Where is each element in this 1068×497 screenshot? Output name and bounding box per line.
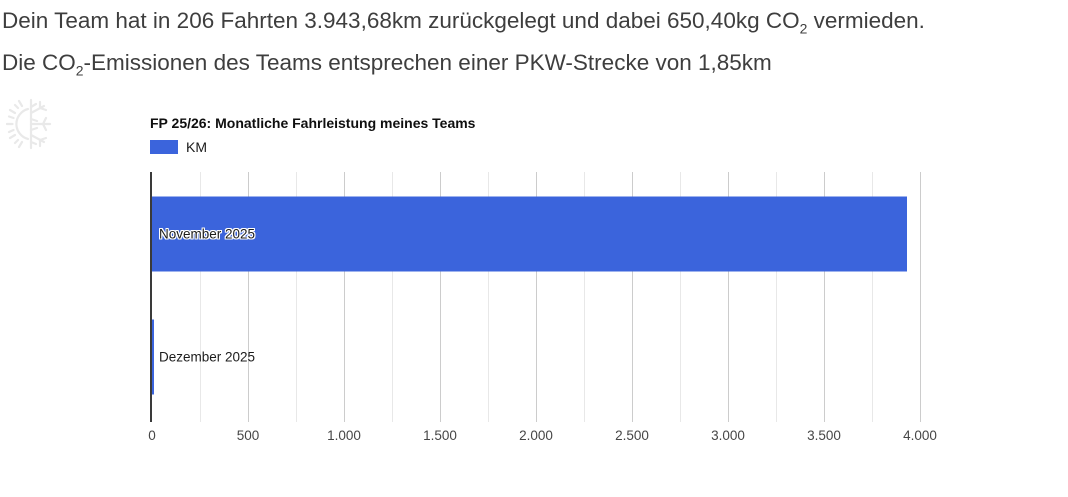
gridline-minor xyxy=(200,172,201,422)
x-tick-label: 3.500 xyxy=(807,428,841,443)
x-tick-label: 1.500 xyxy=(423,428,457,443)
gridline-major xyxy=(920,172,921,422)
x-tick-label: 2.500 xyxy=(615,428,649,443)
gridline-minor xyxy=(488,172,489,422)
gridline-major xyxy=(248,172,249,422)
co2-subscript: 2 xyxy=(799,20,808,37)
plot-area: November 2025 Dezember 2025 xyxy=(150,172,921,422)
chart-title: FP 25/26: Monatliche Fahrleistung meines… xyxy=(150,115,476,131)
summary-line-1: Dein Team hat in 206 Fahrten 3.943,68km … xyxy=(2,4,925,46)
summary-line-1-text: Dein Team hat in 206 Fahrten 3.943,68km … xyxy=(2,8,800,33)
sun-snowflake-icon xyxy=(6,98,52,150)
x-tick-label: 500 xyxy=(236,428,260,443)
summary-line-2-tail: -Emissionen des Teams entsprechen einer … xyxy=(83,49,772,75)
bar[interactable] xyxy=(152,196,908,271)
legend-swatch xyxy=(150,140,178,154)
summary-line-2: Die CO2-Emissionen des Teams entsprechen… xyxy=(2,46,925,88)
bar-row: Dezember 2025 xyxy=(152,295,920,418)
gridline-minor xyxy=(392,172,393,422)
legend-item-km[interactable]: KM xyxy=(150,139,207,155)
gridline-minor xyxy=(584,172,585,422)
gridline-major xyxy=(632,172,633,422)
summary-text: Dein Team hat in 206 Fahrten 3.943,68km … xyxy=(2,4,925,87)
gridline-major xyxy=(728,172,729,422)
summary-line-1-tail: vermieden. xyxy=(807,8,925,33)
gridline-minor xyxy=(680,172,681,422)
bar[interactable] xyxy=(152,319,154,394)
gridline-minor xyxy=(296,172,297,422)
gridline-minor xyxy=(872,172,873,422)
gridline-major xyxy=(536,172,537,422)
x-tick-label: 3.000 xyxy=(711,428,745,443)
bar-category-label: Dezember 2025 xyxy=(159,349,256,364)
bar-category-label: November 2025 xyxy=(159,226,256,241)
y-axis-line xyxy=(150,172,152,422)
x-tick-label: 1.000 xyxy=(327,428,361,443)
x-axis: 0 500 1.000 1.500 2.000 2.500 3.000 3.500 4.000 xyxy=(148,428,937,448)
legend-label: KM xyxy=(186,139,207,155)
gridline-major xyxy=(440,172,441,422)
x-tick-label: 4.000 xyxy=(903,428,937,443)
gridline-minor xyxy=(776,172,777,422)
x-tick-label: 2.000 xyxy=(519,428,553,443)
co2-subscript: 2 xyxy=(75,62,84,78)
gridline-major xyxy=(824,172,825,422)
gridline-major xyxy=(344,172,345,422)
bar-row: November 2025 xyxy=(152,172,920,295)
summary-line-2-text: Die CO xyxy=(2,49,76,75)
x-tick-label: 0 xyxy=(148,428,156,443)
